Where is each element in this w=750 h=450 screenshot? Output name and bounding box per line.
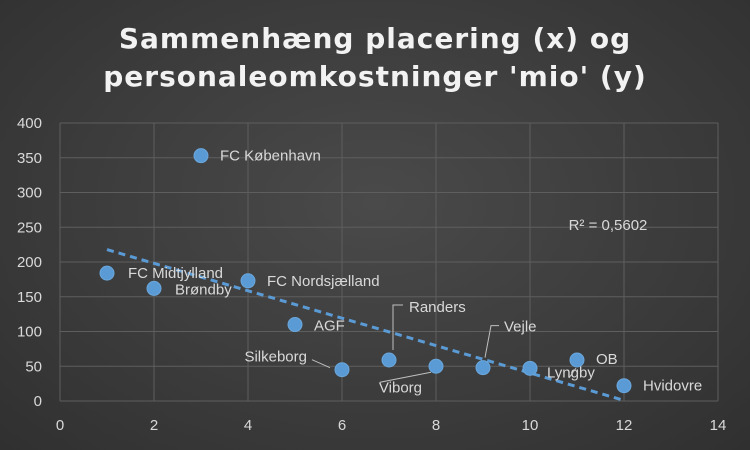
data-label: Vejle <box>504 319 537 336</box>
x-tick-label: 6 <box>338 417 346 434</box>
data-point <box>616 378 632 394</box>
data-label-leader <box>379 371 432 383</box>
data-point <box>287 317 303 333</box>
data-label: OB <box>596 351 618 368</box>
y-tick-label: 100 <box>17 324 42 341</box>
data-label: FC Nordsjælland <box>267 273 380 290</box>
data-point <box>569 352 585 368</box>
data-point <box>428 358 444 374</box>
data-label-leader <box>311 359 331 369</box>
data-point <box>240 273 256 289</box>
x-tick-label: 12 <box>616 417 633 434</box>
y-tick-label: 300 <box>17 185 42 202</box>
chart-title-line-1: Sammenhæng placering (x) og <box>118 22 632 55</box>
r-squared-label: R² = 0,5602 <box>569 217 648 234</box>
x-tick-label: 0 <box>56 417 64 434</box>
data-point <box>475 360 491 376</box>
data-label: Lyngby <box>547 364 595 381</box>
data-label: AGF <box>314 318 345 335</box>
data-point <box>381 352 397 368</box>
data-label: Hvidovre <box>643 378 702 395</box>
x-tick-label: 4 <box>244 417 252 434</box>
data-point <box>522 360 538 376</box>
data-label: Silkeborg <box>244 349 307 366</box>
chart-title: Sammenhæng placering (x) og personaleomk… <box>0 20 750 96</box>
y-tick-label: 200 <box>17 254 42 271</box>
data-label-leader <box>484 325 499 358</box>
data-label: FC Midtjylland <box>128 265 223 282</box>
y-tick-label: 150 <box>17 289 42 306</box>
data-label-leader <box>568 367 577 379</box>
y-tick-label: 400 <box>17 115 42 132</box>
chart-title-line-2: personaleomkostninger 'mio' (y) <box>103 60 647 93</box>
y-tick-label: 350 <box>17 150 42 167</box>
data-point <box>146 280 162 296</box>
x-tick-label: 10 <box>522 417 539 434</box>
trendline <box>106 248 625 402</box>
data-label-leader <box>392 304 403 350</box>
data-label: Randers <box>409 299 466 316</box>
y-tick-label: 250 <box>17 219 42 236</box>
x-tick-label: 14 <box>710 417 727 434</box>
x-tick-label: 2 <box>150 417 158 434</box>
data-point <box>334 362 350 378</box>
data-label: Viborg <box>379 379 422 396</box>
x-tick-label: 8 <box>432 417 440 434</box>
y-tick-label: 50 <box>25 358 42 375</box>
data-label: FC København <box>220 148 321 165</box>
data-label: Brøndby <box>175 281 232 298</box>
y-tick-label: 0 <box>34 393 42 410</box>
data-point <box>193 148 209 164</box>
data-point <box>99 265 115 281</box>
